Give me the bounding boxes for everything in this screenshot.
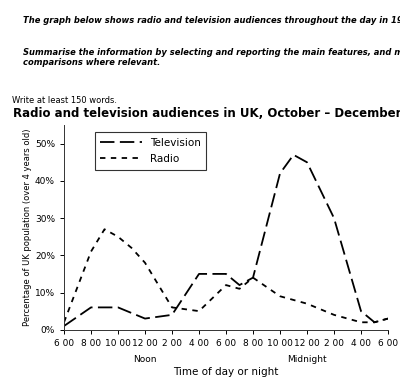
Text: Midnight: Midnight bbox=[287, 355, 327, 364]
Legend: Television, Radio: Television, Radio bbox=[95, 132, 206, 170]
X-axis label: Time of day or night: Time of day or night bbox=[173, 367, 279, 377]
Text: Noon: Noon bbox=[133, 355, 157, 364]
Title: Radio and television audiences in UK, October – December 1992: Radio and television audiences in UK, Oc… bbox=[13, 107, 400, 120]
Y-axis label: Percentage of UK population (over 4 years old): Percentage of UK population (over 4 year… bbox=[23, 128, 32, 326]
Text: Summarise the information by selecting and reporting the main features, and make: Summarise the information by selecting a… bbox=[23, 48, 400, 67]
Text: Write at least 150 words.: Write at least 150 words. bbox=[12, 96, 117, 105]
Text: The graph below shows radio and television audiences throughout the day in 1992.: The graph below shows radio and televisi… bbox=[23, 16, 400, 25]
